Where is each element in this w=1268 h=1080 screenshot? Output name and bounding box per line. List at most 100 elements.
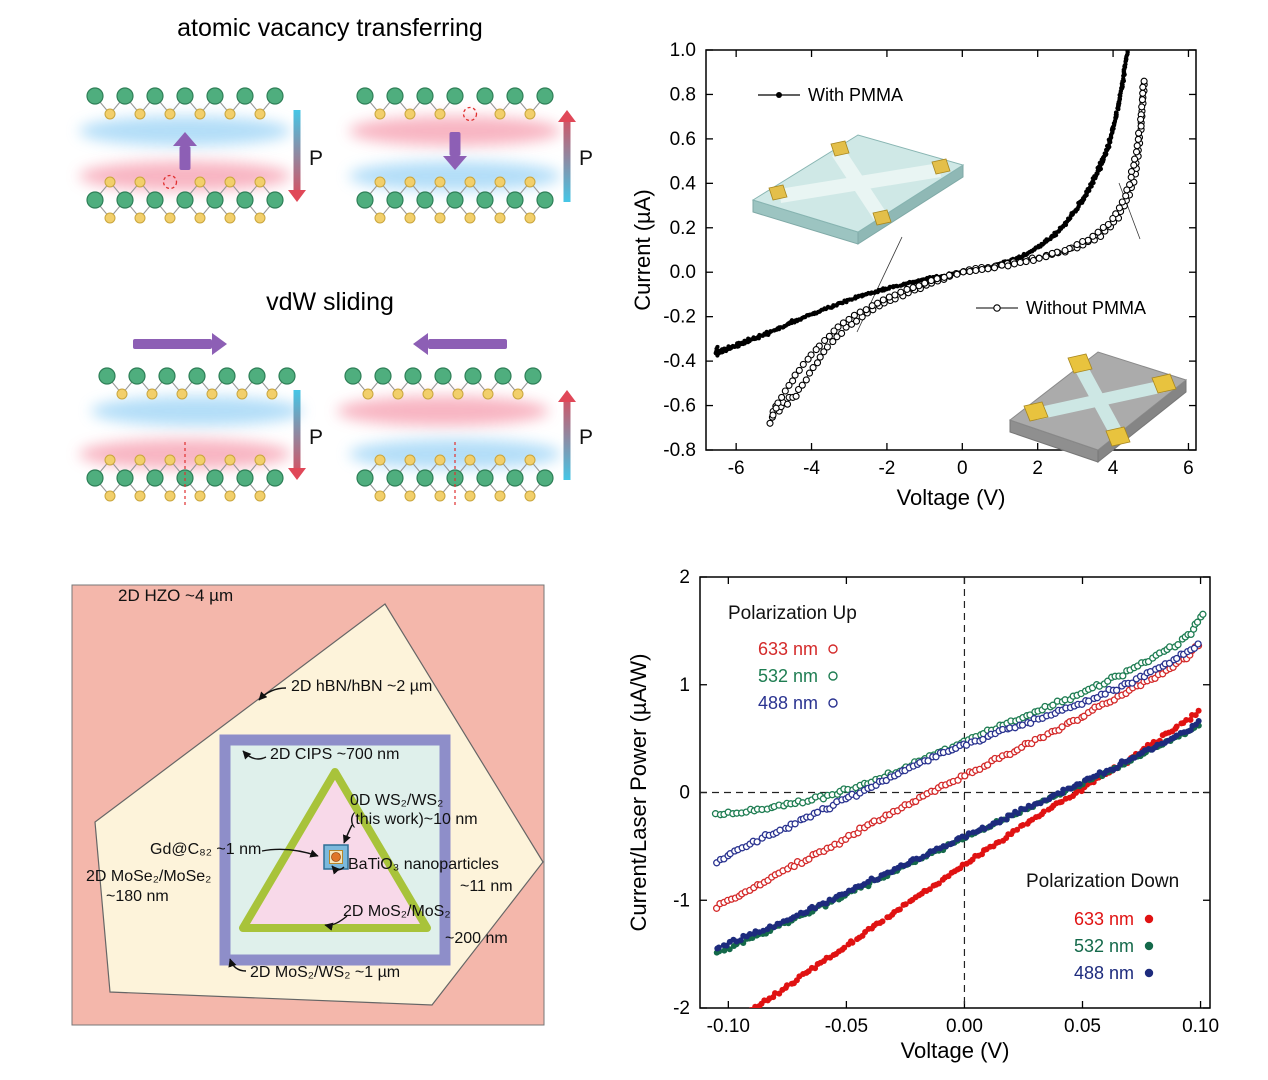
x-tick-label: -2	[878, 458, 895, 479]
chalcogen-atom	[494, 212, 506, 224]
polarization-arrow	[563, 122, 571, 202]
x-axis-label: Voltage (V)	[897, 485, 1006, 510]
metal-atom	[266, 191, 284, 209]
metal-atom	[404, 367, 422, 385]
chalcogen-atom	[404, 108, 416, 120]
vacancy-marker	[462, 106, 478, 122]
label-0d-ws2-line2: (this work)~10 nm	[350, 811, 478, 828]
sliding-arrow	[428, 339, 507, 349]
chalcogen-atom	[164, 454, 176, 466]
x-tick-label: 4	[1108, 458, 1119, 479]
arrow-to-hbn	[258, 687, 287, 701]
metal-atom	[416, 87, 434, 105]
metal-atom	[536, 191, 554, 209]
callout-line	[1118, 182, 1141, 240]
chalcogen-atom	[512, 388, 524, 400]
chalcogen-atom	[524, 454, 536, 466]
metal-atom	[524, 367, 542, 385]
vacancy-marker	[162, 174, 178, 190]
y-tick-label: -0.4	[663, 351, 696, 372]
metal-atom	[386, 469, 404, 487]
y-tick-label: 0.0	[670, 262, 696, 283]
y-tick-label: 0.8	[670, 84, 696, 105]
y-tick-label: -1	[673, 890, 690, 911]
metal-atom	[236, 87, 254, 105]
p-label: P	[309, 147, 323, 170]
label-2d-cips: 2D CIPS ~700 nm	[270, 746, 400, 763]
metal-atom	[146, 469, 164, 487]
metal-atom	[206, 469, 224, 487]
metal-atom	[236, 191, 254, 209]
arrow-to-batio	[331, 865, 345, 875]
legend-with-pmma-label: With PMMA	[808, 85, 903, 105]
chalcogen-atom	[404, 454, 416, 466]
interface-glow	[349, 116, 561, 146]
chalcogen-atom	[374, 454, 386, 466]
x-tick-label: 0.00	[946, 1016, 983, 1037]
y-axis-label: Current (µA)	[630, 189, 655, 310]
chalcogen-atom	[164, 108, 176, 120]
chalcogen-atom	[374, 176, 386, 188]
arrow-to-gdc82	[261, 848, 319, 858]
transfer-arrow	[449, 132, 461, 156]
legend-down-entry: 532 nm	[1074, 936, 1134, 956]
chalcogen-atom	[404, 212, 416, 224]
x-tick-label: -6	[728, 458, 745, 479]
legend-up-entry: 532 nm	[758, 666, 818, 686]
schematic: P	[79, 333, 323, 506]
legend-up-entry: 633 nm	[758, 639, 818, 659]
series-without-pmma	[766, 77, 1148, 427]
label-0d-ws2-line1: 0D WS₂/WS₂	[350, 792, 444, 809]
metal-atom	[158, 367, 176, 385]
label-2d-hzo: 2D HZO ~4 µm	[118, 586, 234, 605]
chalcogen-atom	[404, 176, 416, 188]
x-tick-label: -4	[803, 458, 820, 479]
polarization-arrow	[563, 402, 571, 480]
chalcogen-atom	[434, 108, 446, 120]
legend-down-entry: 488 nm	[1074, 963, 1134, 983]
chalcogen-atom	[494, 454, 506, 466]
iv-chart: -6 -4 -2 0 2 4 6 -0.8 -0.6 -0.4 -0.2 0.0 0.2 0.4 0.6 0.…	[630, 40, 1197, 510]
chalcogen-atom	[434, 454, 446, 466]
chalcogen-atom	[194, 108, 206, 120]
x-tick-label: -0.05	[825, 1016, 868, 1037]
chalcogen-atom	[404, 490, 416, 502]
chalcogen-atom	[452, 388, 464, 400]
metal-atom	[446, 87, 464, 105]
metal-atom	[344, 367, 362, 385]
chalcogen-atom	[104, 176, 116, 188]
metal-atom	[506, 191, 524, 209]
p-label: P	[309, 426, 323, 449]
p-label: P	[579, 147, 593, 170]
metal-atom	[98, 367, 116, 385]
chalcogen-atom	[206, 388, 218, 400]
arrow-to-cips	[242, 750, 267, 760]
open-marker-icon	[993, 304, 1001, 312]
gdc82-nanoparticle	[331, 852, 341, 862]
x-tick-label: 0	[957, 458, 968, 479]
gold-electrode	[872, 209, 892, 226]
series-488-nm-down	[714, 718, 1202, 952]
chalcogen-atom	[224, 212, 236, 224]
metal-atom	[536, 87, 554, 105]
chalcogen-atom	[374, 490, 386, 502]
metal-atom	[434, 367, 452, 385]
label-2d-mose2-line2: ~180 nm	[106, 888, 169, 905]
metal-atom	[446, 191, 464, 209]
metal-atom	[356, 469, 374, 487]
metal-atom	[266, 469, 284, 487]
chalcogen-atom	[254, 212, 266, 224]
chalcogen-atom	[104, 108, 116, 120]
plot-frame	[705, 49, 1197, 451]
gold-electrode	[768, 184, 788, 201]
open-marker-icon	[828, 644, 838, 654]
schematic: P	[79, 87, 323, 224]
metal-atom	[116, 469, 134, 487]
y-tick-label: -0.6	[663, 396, 696, 417]
chalcogen-atom	[524, 212, 536, 224]
schematic-title-vacancy: atomic vacancy transferring	[177, 14, 483, 42]
y-tick-label: 0.2	[670, 218, 696, 239]
chalcogen-atom	[494, 108, 506, 120]
metal-atom	[386, 191, 404, 209]
